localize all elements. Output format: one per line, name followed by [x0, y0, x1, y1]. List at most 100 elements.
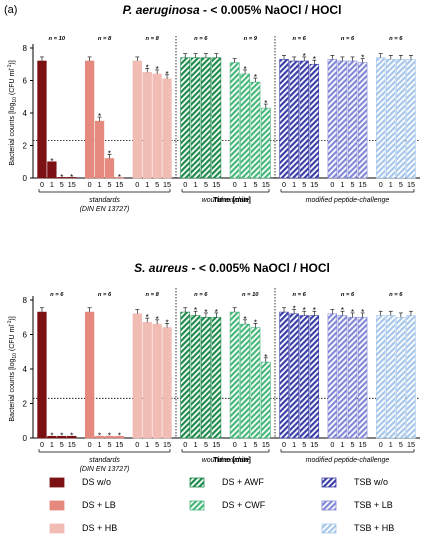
x-tick-label: 1 [340, 180, 344, 189]
significance-mark: * [70, 173, 73, 182]
series-ds-cwf: n = 10 0 * 1 * 5 * 15 [229, 292, 271, 449]
bar [327, 313, 338, 439]
x-tick-label: 15 [359, 440, 367, 449]
chart-s-aureus: S. aureus - < 0.005% NaOCl / HOCl 0 2 4 6 8 Ba… [7, 261, 420, 473]
legend-swatch [49, 500, 65, 511]
bar [289, 313, 299, 439]
legend-label: DS + AWF [222, 477, 264, 487]
n-label: n = 8 [98, 36, 112, 42]
bar [57, 177, 67, 179]
legend-label: TSB + HB [354, 523, 394, 533]
x-tick-label: 1 [389, 440, 393, 449]
x-tick-label: 0 [40, 440, 44, 449]
x-tick-label: 1 [292, 180, 296, 189]
bar [114, 435, 125, 439]
bar [180, 311, 191, 439]
panel-label: (a) [4, 4, 17, 16]
bar [132, 313, 142, 439]
series-ds-awf: n = 6 0 * 1 * 5 * 15 [180, 292, 222, 449]
significance-mark: * [215, 308, 218, 317]
x-tick-label: 15 [407, 180, 415, 189]
bar [309, 315, 320, 439]
bar [279, 311, 289, 439]
bar [240, 73, 250, 179]
y-tick-label: 0 [23, 434, 28, 443]
legend-swatch [189, 500, 205, 511]
y-tick-label: 4 [23, 365, 28, 374]
significance-mark: * [244, 315, 247, 324]
chart-p-aeruginosa: P. aeruginosa - < 0.005% NaOCl / HOCl 0 2 4… [7, 3, 420, 213]
x-tick-label: 5 [399, 440, 403, 449]
bar [104, 158, 115, 179]
legend-label: DS + HB [82, 523, 117, 533]
bar [67, 177, 77, 179]
significance-mark: * [264, 99, 267, 108]
bar [190, 315, 201, 439]
x-tick-label: 1 [98, 440, 102, 449]
bar [229, 311, 240, 439]
series-ds-lb: n = 80*1*5*15 [84, 36, 125, 189]
bar [152, 323, 162, 439]
x-tick-label: 15 [163, 180, 171, 189]
legend-swatch [49, 477, 65, 488]
x-tick-label: 15 [262, 180, 270, 189]
legend-label: TSB + LB [354, 500, 393, 510]
significance-mark: * [60, 431, 63, 440]
bar [289, 60, 299, 179]
legend-label: TSB w/o [354, 477, 388, 487]
n-label: n = 6 [98, 292, 112, 298]
x-tick-label: 1 [292, 440, 296, 449]
bar [250, 81, 261, 179]
group-label: modified peptide-challenge [306, 457, 390, 464]
y-tick-label: 4 [23, 109, 28, 118]
n-label: n = 8 [145, 292, 159, 298]
n-label: n = 6 [292, 36, 306, 42]
bar [142, 72, 152, 179]
bar [57, 435, 67, 439]
n-label: n = 10 [242, 292, 259, 298]
n-label: n = 6 [341, 292, 355, 298]
y-tick-label: 8 [23, 296, 28, 305]
x-tick-label: 15 [115, 180, 123, 189]
y-tick-label: 6 [23, 331, 28, 340]
significance-mark: * [244, 65, 247, 74]
legend-item-ds-lb: DS + LB [49, 500, 116, 511]
x-tick-label: 1 [340, 440, 344, 449]
bar [327, 59, 338, 179]
legend-label: DS w/o [82, 477, 111, 487]
x-tick-label: 0 [183, 440, 187, 449]
series-ds-w-o: n = 100*1*5*15 [37, 36, 77, 189]
bar [347, 60, 358, 179]
legend-item-ds-w-o: DS w/o [49, 477, 111, 488]
bar [84, 60, 95, 179]
significance-mark: * [254, 318, 257, 327]
bar [142, 322, 152, 439]
x-tick-label: 0 [379, 440, 383, 449]
x-tick-label: 0 [183, 180, 187, 189]
x-tick-label: 0 [282, 440, 286, 449]
x-tick-label: 1 [389, 180, 393, 189]
legend-swatch [49, 523, 65, 534]
legend-item-tsb-hb: TSB + HB [321, 523, 394, 534]
x-axis-title: Time [min] [213, 455, 251, 464]
significance-mark: * [361, 54, 364, 63]
legend-item-ds-awf: DS + AWF [189, 477, 264, 488]
x-tick-label: 1 [145, 180, 149, 189]
x-tick-label: 1 [194, 440, 198, 449]
series-ds-hb: n = 8 0 * 1 * 5 * 15 [132, 292, 172, 449]
x-tick-label: 15 [262, 440, 270, 449]
bar [152, 73, 162, 179]
x-tick-label: 0 [135, 180, 139, 189]
bar [47, 435, 57, 439]
x-tick-label: 0 [330, 180, 334, 189]
significance-mark: * [50, 157, 53, 166]
group-label: wound exudate [202, 457, 250, 464]
significance-mark: * [60, 173, 63, 182]
x-tick-label: 5 [253, 180, 257, 189]
legend-label: DS + CWF [222, 500, 266, 510]
x-tick-label: 0 [233, 440, 237, 449]
x-tick-label: 15 [115, 440, 123, 449]
legend: DS w/o DS + LB DS + HB DS + AWF DS + CWF TSB … [49, 477, 394, 534]
bar [375, 57, 386, 179]
series-tsb-lb: n = 6 0 * 1 * 5 * 15 [327, 292, 368, 449]
